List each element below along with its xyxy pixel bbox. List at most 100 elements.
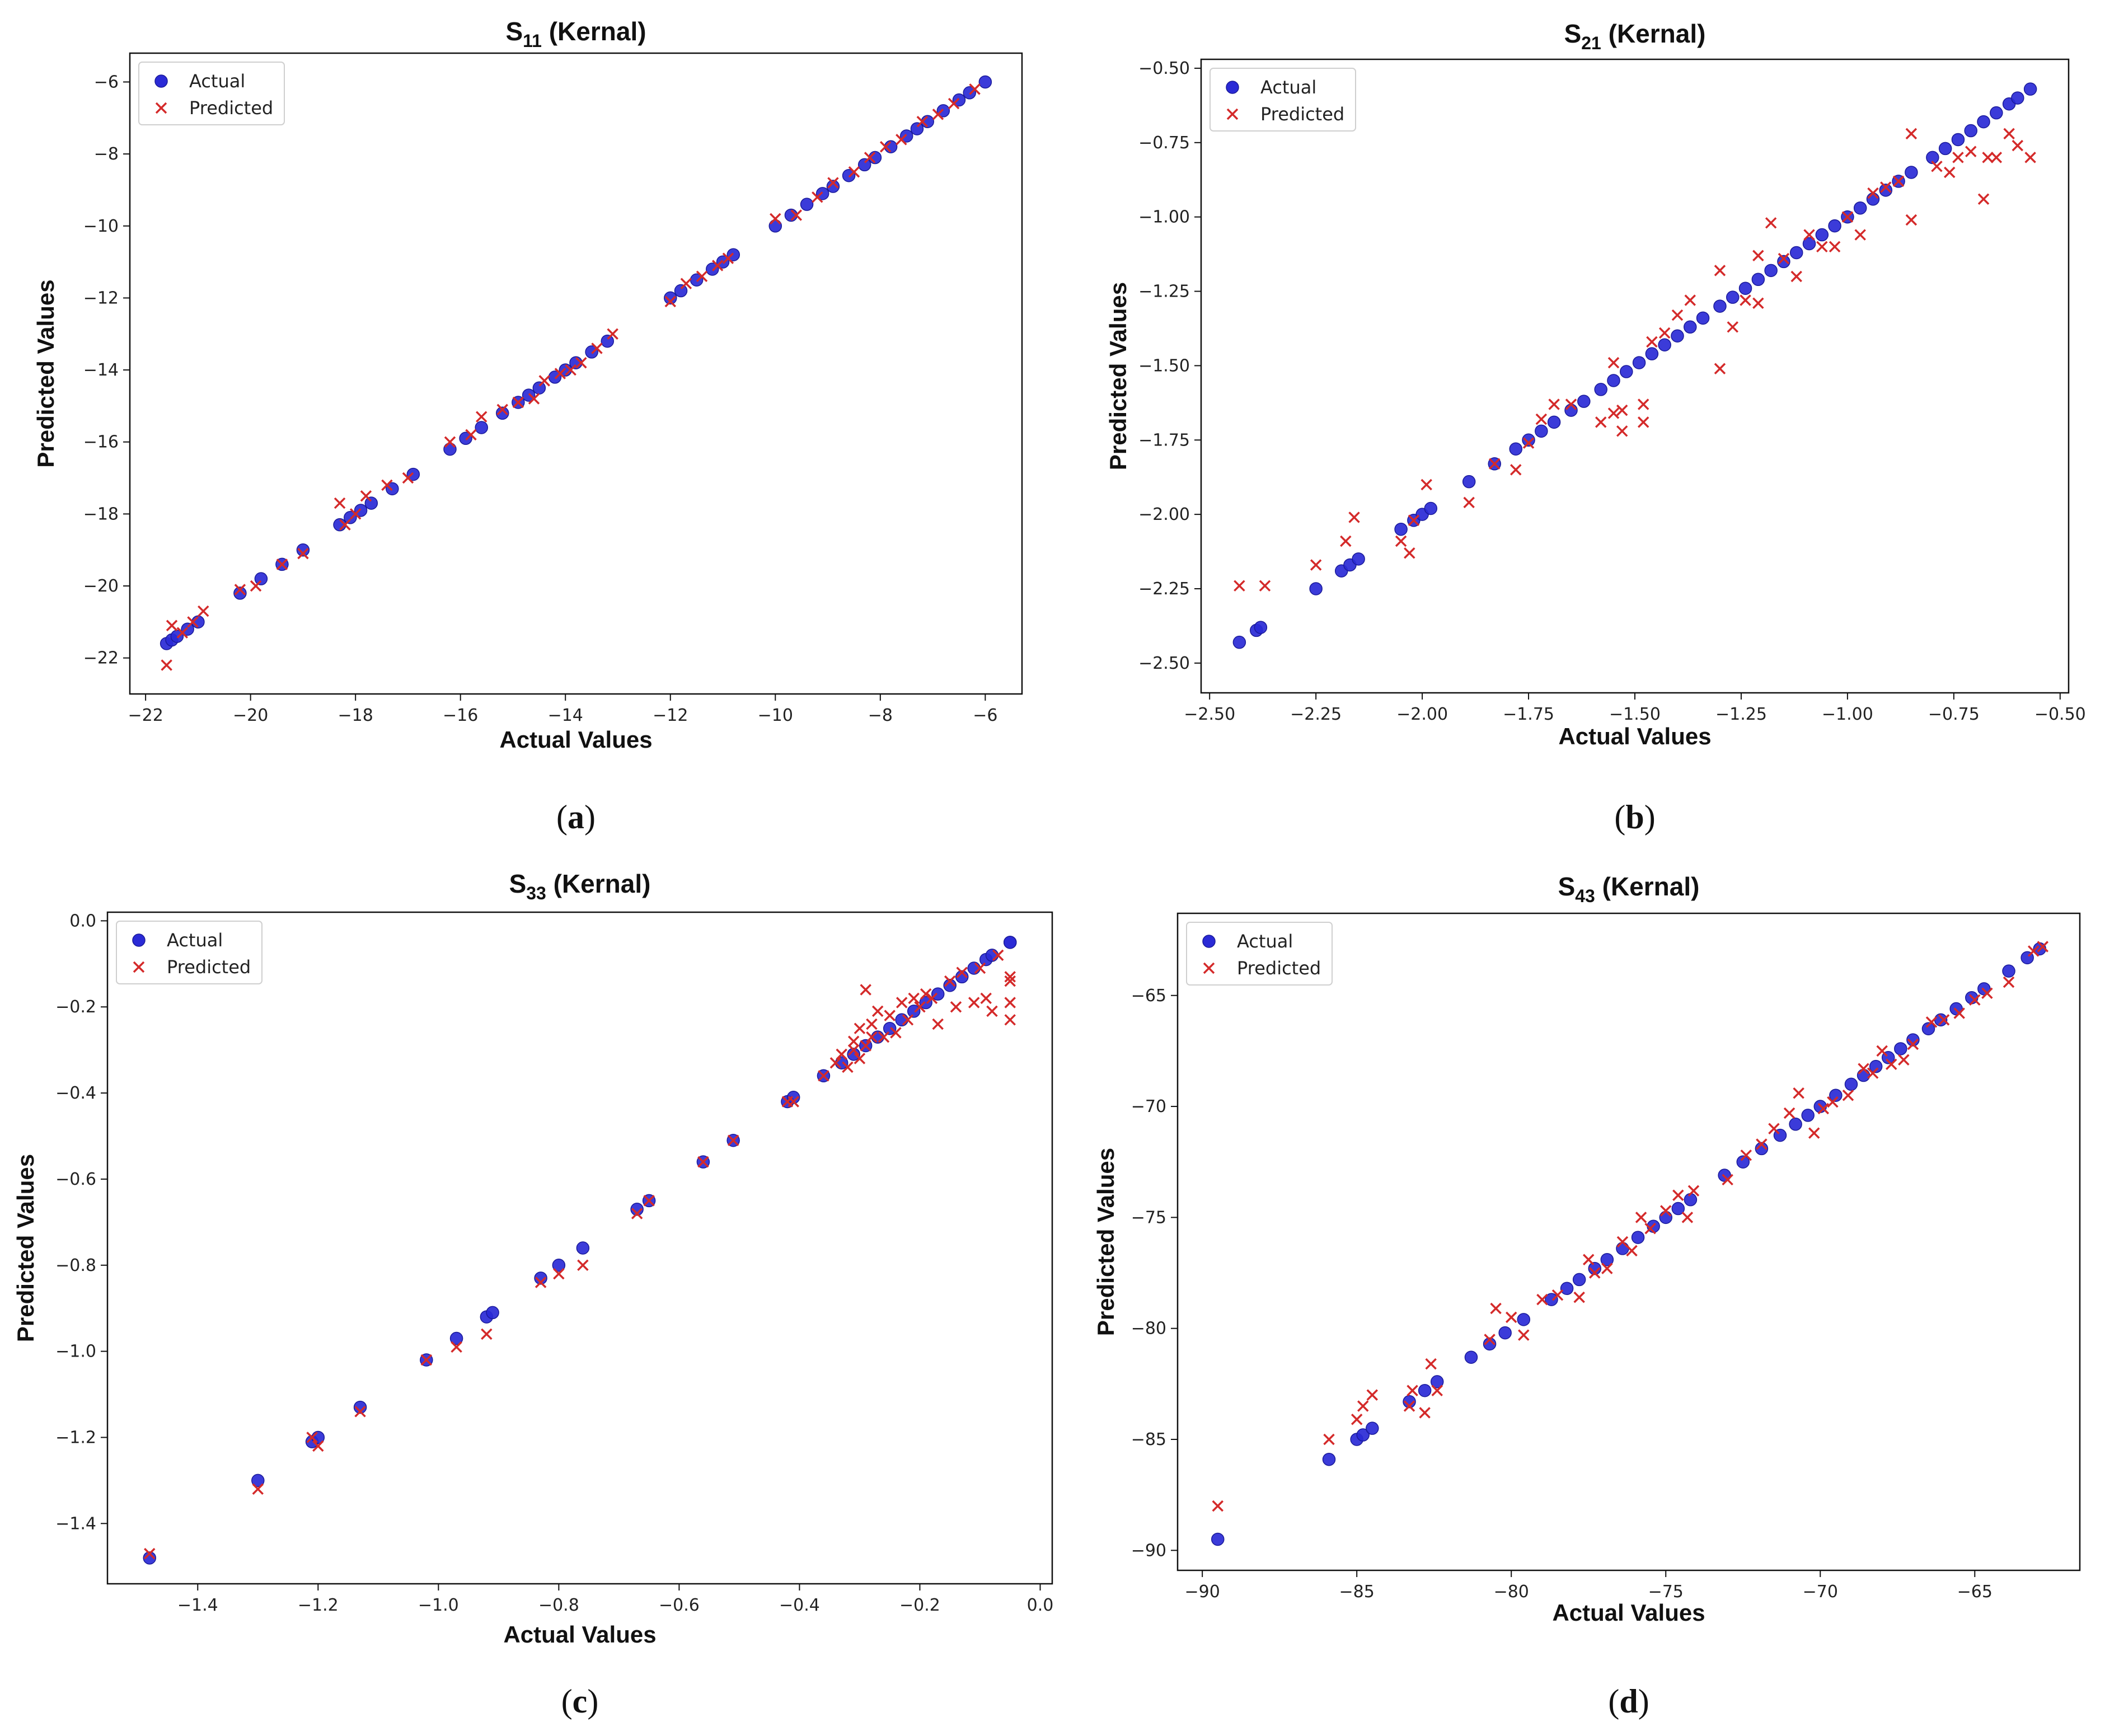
x-tick-label: −16 (443, 706, 478, 725)
legend-predicted-marker (133, 961, 145, 973)
predicted-point (1616, 404, 1628, 416)
plot-frame (1176, 912, 2081, 1571)
predicted-point (1646, 336, 1658, 348)
actual-point (768, 219, 782, 233)
predicted-point (297, 547, 309, 560)
chart-panel-b: −2.50 −2.25 −2.00 −1.75 −1.50 −1.25 −1.00 −0.75… (1105, 19, 2086, 836)
x-tick-label: −90 (1185, 1582, 1220, 1602)
series-predicted (144, 949, 1016, 1560)
predicted-point (1752, 297, 1764, 309)
predicted-point (1938, 1014, 1950, 1026)
actual-point (899, 129, 913, 143)
predicted-point (884, 1010, 896, 1021)
predicted-point (187, 616, 199, 628)
actual-point (532, 381, 546, 395)
predicted-point (1727, 321, 1738, 333)
predicted-point (1635, 1212, 1647, 1223)
actual-point (1464, 1350, 1478, 1364)
actual-point (576, 1241, 590, 1255)
predicted-point (1518, 1329, 1530, 1341)
actual-point (895, 1013, 908, 1027)
actual-point (1588, 1261, 1602, 1275)
actual-point (664, 291, 677, 305)
legend: Actual Predicted (1186, 922, 1333, 986)
predicted-point (1366, 1389, 1379, 1401)
predicted-point (451, 1341, 462, 1353)
actual-point (1990, 106, 2003, 120)
predicted-point (252, 1483, 264, 1495)
y-tick-label: −65 (1131, 986, 1166, 1006)
actual-point (522, 388, 536, 402)
x-tick-label: −12 (653, 706, 688, 725)
chart-title: S33 (Kernal) (509, 869, 651, 903)
y-tick-label: −1.75 (1138, 430, 1190, 450)
predicted-point (680, 278, 692, 289)
predicted-point (496, 403, 508, 416)
actual-point (1607, 374, 1620, 387)
legend-actual-marker (132, 933, 146, 947)
y-tick-label: −8 (94, 144, 119, 164)
actual-point (364, 496, 378, 510)
predicted-point (575, 356, 587, 369)
x-tick-label: −6 (973, 706, 997, 725)
predicted-point (1854, 229, 1866, 241)
y-tick-label: −6 (94, 72, 119, 92)
actual-point (1545, 1293, 1558, 1306)
predicted-point (980, 992, 992, 1005)
actual-point (1658, 338, 1671, 351)
actual-point (1366, 1421, 1379, 1435)
actual-point (601, 334, 615, 348)
y-tick-label: −2.25 (1138, 579, 1190, 599)
actual-point (1517, 1313, 1531, 1326)
predicted-point (1351, 1414, 1363, 1425)
predicted-point (1484, 1334, 1496, 1345)
predicted-point (538, 375, 550, 387)
actual-point (1789, 246, 1803, 260)
actual-point (1003, 936, 1017, 949)
y-tick-label: −0.50 (1138, 59, 1190, 78)
predicted-point (866, 1018, 878, 1030)
predicted-point (565, 364, 576, 376)
actual-point (552, 1259, 566, 1272)
predicted-point (591, 342, 603, 354)
predicted-point (944, 975, 956, 987)
y-tick-label: −85 (1131, 1430, 1166, 1449)
legend-predicted-marker (155, 102, 167, 114)
predicted-point (1714, 363, 1726, 374)
y-tick-label: −1.2 (55, 1428, 96, 1447)
predicted-point (770, 213, 781, 225)
predicted-point (890, 1027, 902, 1039)
actual-point (443, 442, 457, 456)
predicted-point (465, 429, 477, 441)
legend-actual-label: Actual (1260, 77, 1316, 98)
y-tick-label: −0.8 (55, 1256, 96, 1275)
chart-title: S43 (Kernal) (1558, 872, 1700, 906)
chart-panel-c: −1.4 −1.2 −1.0 −0.8 −0.6 −0.4 −0.2 0.0 −1.4 −1.2 −… (12, 869, 1053, 1720)
y-tick-label: −0.2 (55, 997, 96, 1017)
predicted-point (1425, 1358, 1437, 1370)
actual-point (406, 467, 420, 481)
actual-point (1869, 1059, 1883, 1073)
predicted-point (334, 497, 346, 509)
predicted-point (697, 1156, 709, 1168)
x-tick-label: −18 (338, 706, 373, 725)
x-tick-label: −1.25 (1715, 705, 1767, 724)
legend-predicted-label: Predicted (167, 956, 251, 978)
actual-point (475, 421, 488, 434)
actual-point (1828, 219, 1841, 233)
predicted-point (1817, 1102, 1830, 1115)
legend-box (1209, 68, 1356, 132)
x-tick-label: −2.00 (1396, 705, 1448, 724)
predicted-point (444, 436, 456, 448)
x-tick-label: −1.50 (1609, 705, 1661, 724)
y-tick-label: −1.0 (55, 1342, 96, 1362)
x-tick-label: −0.8 (538, 1596, 579, 1615)
actual-point (1600, 1252, 1614, 1266)
predicted-point (1505, 1311, 1517, 1324)
predicted-point (829, 1057, 842, 1069)
predicted-point (1816, 241, 1828, 253)
predicted-point (1616, 425, 1628, 437)
actual-point (716, 255, 730, 269)
x-tick-label: −0.2 (899, 1596, 940, 1615)
predicted-point (1407, 1385, 1418, 1396)
